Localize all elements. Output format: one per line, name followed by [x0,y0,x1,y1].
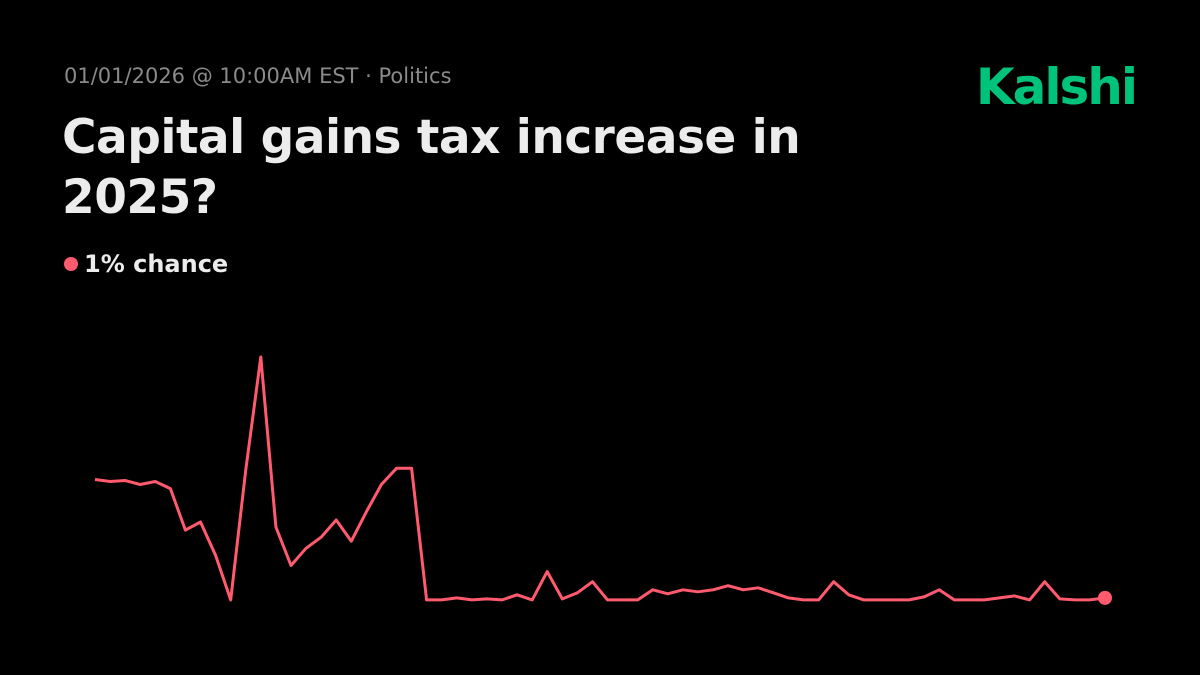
legend-dot [64,257,78,271]
brand-logo[interactable]: Kalshi [975,58,1138,116]
line [94,355,1106,602]
title: Capital gains tax increase in 2025? [62,110,801,225]
end-point [1098,590,1112,605]
headline: 1% chance [64,250,228,278]
subtitle: 01/01/2026 @ 10:00AM EST · Politics [64,64,452,88]
headline-text: 1% chance [84,250,229,278]
